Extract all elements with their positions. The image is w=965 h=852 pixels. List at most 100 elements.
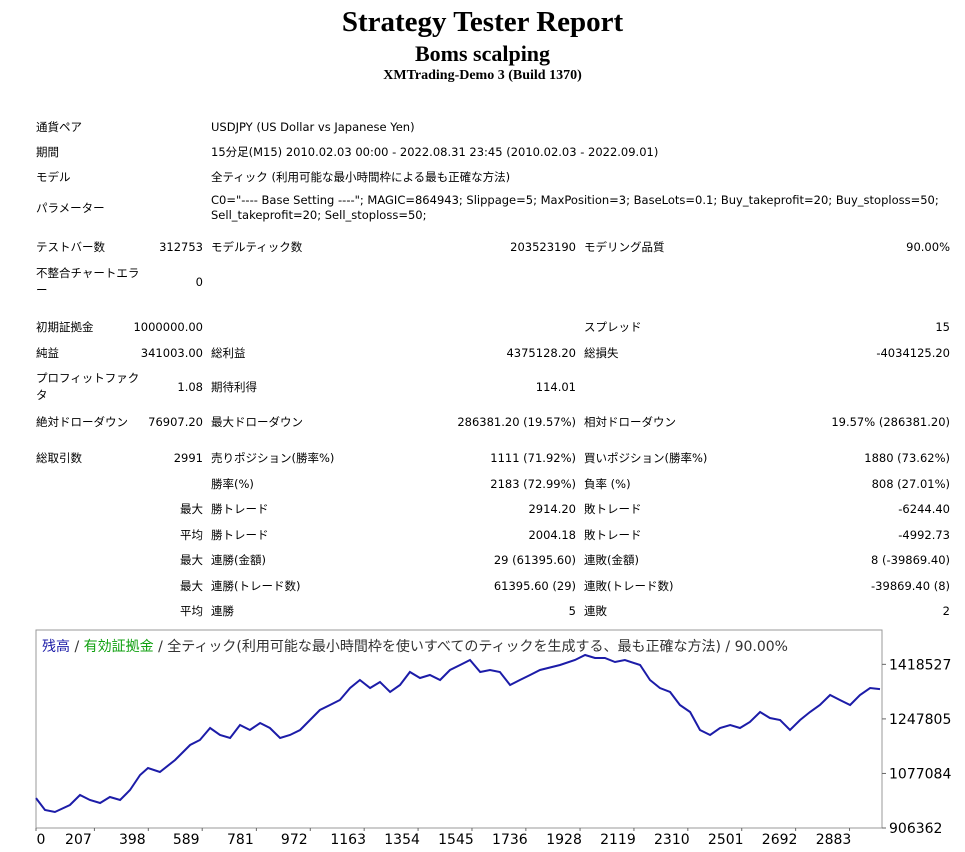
stat-label: 敗トレード (584, 527, 642, 542)
stat-value: 最大 (180, 552, 203, 567)
stat-value: 最大 (180, 578, 203, 593)
stat-label: 総損失 (584, 345, 619, 360)
stat-label: モデルティック数 (211, 239, 303, 254)
x-tick-label: 1354 (384, 832, 420, 848)
x-tick-label: 781 (227, 832, 254, 848)
stat-value: 1000000.00 (133, 319, 203, 334)
stat-value: 203523190 (510, 239, 576, 254)
y-tick-label: 906362 (889, 821, 942, 837)
stat-value: 1880 (73.62%) (864, 450, 950, 465)
stat-value: 286381.20 (19.57%) (457, 414, 576, 429)
x-tick-label: 2501 (708, 832, 744, 848)
stat-label: 連勝(トレード数) (211, 578, 301, 593)
stat-label: テストバー数 (36, 239, 105, 254)
setting-label: 期間 (36, 144, 59, 159)
stat-label: 連勝(金額) (211, 552, 266, 567)
stat-value: 2183 (72.99%) (490, 476, 576, 491)
legend: 残高 / 有効証拠金 / 全ティック(利用可能な最小時間枠を使いすべてのティック… (42, 638, 788, 655)
x-tick-label: 589 (173, 832, 200, 848)
x-tick-label: 0 (37, 832, 46, 848)
stat-value: 平均 (180, 603, 203, 618)
stat-label: 買いポジション(勝率%) (584, 450, 708, 465)
x-tick-label: 2119 (600, 832, 636, 848)
stat-value: -6244.40 (898, 501, 950, 516)
stat-label: 勝トレード (211, 527, 269, 542)
stat-value: -4034125.20 (876, 345, 950, 360)
stat-value: 1111 (71.92%) (490, 450, 576, 465)
strategy-name: Boms scalping (414, 41, 551, 66)
setting-label: モデル (36, 169, 71, 184)
stat-label: 敗トレード (584, 501, 642, 516)
stat-label: 連勝 (211, 603, 234, 618)
setting-value: 全ティック (利用可能な最小時間枠による最も正確な方法) (211, 169, 511, 184)
setting-value: 15分足(M15) 2010.02.03 00:00 - 2022.08.31 … (211, 144, 659, 159)
stat-value: 2 (942, 603, 950, 618)
plot-frame (35, 629, 883, 829)
stat-label: 連敗(金額) (584, 552, 639, 567)
stat-label: 初期証拠金 (36, 319, 94, 334)
stat-value: 808 (27.01%) (871, 476, 950, 491)
stat-label: 絶対ドローダウン (36, 414, 128, 429)
legend-equity: 有効証拠金 (84, 639, 154, 655)
x-tick-label: 2883 (816, 832, 852, 848)
y-tick-label: 1418527 (889, 657, 951, 673)
legend-note: / 全ティック(利用可能な最小時間枠を使いすべてのティックを生成する、最も正確な… (158, 638, 788, 655)
server-name: XMTrading-Demo 3 (Build 1370) (383, 68, 582, 83)
stat-value: 312753 (159, 239, 203, 254)
stat-value: -39869.40 (8) (871, 578, 950, 593)
stat-value: 341003.00 (140, 345, 203, 360)
stat-label: スプレッド (584, 319, 642, 334)
stat-value: 76907.20 (148, 414, 203, 429)
stat-value: 4375128.20 (506, 345, 576, 360)
stat-value: 2991 (173, 450, 203, 465)
stat-value: 0 (195, 274, 203, 289)
x-tick-label: 1928 (546, 832, 582, 848)
setting-value: Sell_takeprofit=20; Sell_stoploss=50; (211, 208, 427, 223)
stat-label: モデリング品質 (584, 239, 665, 254)
stat-value: 2914.20 (528, 501, 576, 516)
x-tick-label: 972 (281, 832, 308, 848)
stat-label: 売りポジション(勝率%) (211, 450, 335, 465)
stat-value: 1.08 (177, 379, 203, 394)
stat-label: 期待利得 (211, 379, 257, 394)
stat-label: 連敗(トレード数) (584, 578, 674, 593)
stat-value: 61395.60 (29) (493, 578, 576, 593)
x-tick-label: 398 (119, 832, 146, 848)
stat-label: プロフィットファクタ (36, 371, 140, 402)
stat-label: 勝率(%) (211, 476, 254, 491)
stat-value: 15 (935, 319, 950, 334)
x-tick-label: 1163 (330, 832, 366, 848)
stat-label: 相対ドローダウン (584, 414, 676, 429)
x-tick-label: 1736 (492, 832, 528, 848)
y-tick-label: 1247805 (889, 712, 951, 728)
stat-value: 5 (568, 603, 576, 618)
report-title: Strategy Tester Report (341, 6, 624, 38)
stat-value: 29 (61395.60) (493, 552, 576, 567)
stat-value: 90.00% (906, 239, 950, 254)
stat-value: 19.57% (286381.20) (831, 414, 950, 429)
stat-value: -4992.73 (898, 527, 950, 542)
x-tick-label: 1545 (438, 832, 474, 848)
balance-line (35, 653, 881, 814)
stat-label: 勝トレード (211, 501, 269, 516)
stat-label: 連敗 (584, 603, 607, 618)
stat-label: 総取引数 (36, 450, 82, 465)
stat-label: 負率 (%) (584, 476, 631, 491)
setting-value: C0="---- Base Setting ----"; MAGIC=86494… (211, 193, 939, 208)
stat-value: 最大 (180, 501, 203, 516)
legend-separator: / (74, 639, 79, 655)
setting-label: パラメーター (36, 200, 105, 215)
stat-value: 114.01 (535, 379, 576, 394)
stat-label: 総利益 (211, 345, 246, 360)
stat-value: 2004.18 (528, 527, 576, 542)
x-tick-label: 2310 (654, 832, 690, 848)
setting-label: 通貨ペア (36, 119, 82, 134)
stat-value: 8 (-39869.40) (871, 552, 950, 567)
legend-balance: 残高 (42, 638, 70, 655)
x-tick-label: 2692 (762, 832, 798, 848)
setting-value: USDJPY (US Dollar vs Japanese Yen) (211, 119, 415, 134)
stat-label: 最大ドローダウン (211, 414, 303, 429)
stat-label: 不整合チャートエラー (36, 266, 140, 297)
